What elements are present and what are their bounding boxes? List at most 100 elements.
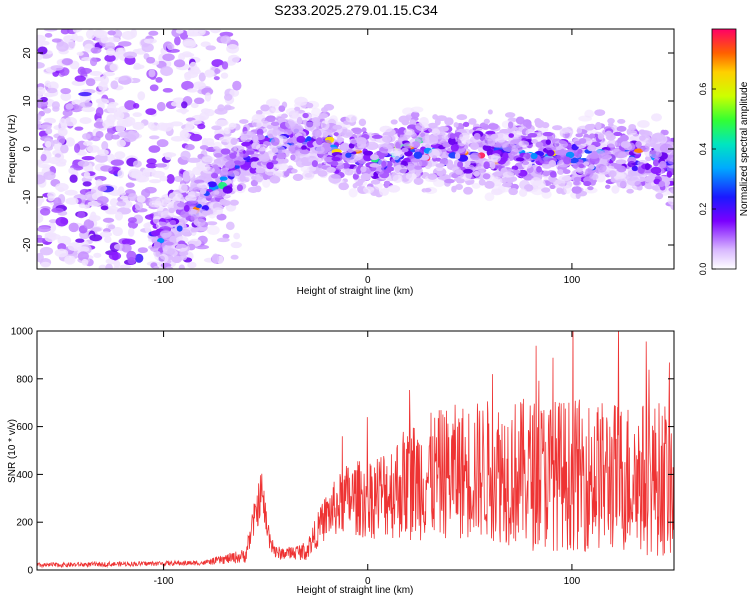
spectrogram-noise-cell	[127, 193, 138, 201]
spectrogram-ridge-cell	[386, 135, 396, 143]
spectrogram-noise-cell	[189, 133, 203, 142]
spectrogram-ridge-cell	[249, 166, 257, 174]
spectrogram-ridge-cell	[184, 200, 199, 207]
spectrogram-noise-cell	[201, 87, 214, 96]
spectrogram-ridge-cell	[304, 121, 315, 131]
spectrogram-ridge-cell	[428, 134, 439, 142]
spectrogram-ridge-cell	[222, 185, 233, 194]
spectrogram-ridge-cell	[305, 102, 314, 109]
spectrogram-ridge-cell	[164, 241, 174, 246]
spectrogram-noise-cell	[106, 36, 120, 43]
spectrogram-noise-cell	[51, 38, 62, 43]
spectrogram-noise-cell	[127, 256, 136, 265]
bottom-x-axis-label: Height of straight line (km)	[297, 585, 414, 596]
spectrogram-noise-cell	[211, 125, 222, 131]
spectrogram-noise-cell	[37, 198, 43, 207]
spectrogram-ridge-cell	[483, 161, 490, 170]
spectrogram-ridge-cell	[239, 119, 249, 124]
spectrogram-ridge-cell	[294, 96, 308, 106]
spectrogram-noise-cell	[95, 179, 103, 187]
spectrogram-ridge-cell	[290, 154, 296, 161]
spectrogram-ridge-cell	[315, 137, 323, 146]
spectrogram-ridge-cell	[256, 143, 268, 152]
spectrogram-ridge-cell	[628, 123, 637, 131]
spectrogram-ridge-cell	[495, 132, 507, 143]
spectrogram-ridge-cell	[490, 153, 501, 163]
spectrogram-ridge-cell	[499, 129, 511, 134]
spectrogram-ridge-cell	[375, 165, 385, 175]
spectrogram-noise-cell	[97, 185, 108, 192]
spectrogram-noise-cell	[43, 107, 52, 114]
spectrogram-noise-cell	[223, 93, 233, 101]
spectrogram-ridge-cell	[383, 169, 392, 174]
spectrogram-ridge-cell	[428, 148, 440, 159]
spectrogram-noise-cell	[60, 144, 69, 154]
colorbar-label: Normalized spectral amplitude	[739, 81, 750, 216]
spectrogram-noise-cell	[230, 254, 239, 260]
spectrogram-noise-cell	[82, 141, 93, 146]
spectrogram-noise-cell	[118, 75, 132, 85]
spectrogram-noise-cell	[141, 42, 154, 53]
spectrogram-ridge-cell	[332, 124, 343, 130]
bottom-x-tick-label: -100	[154, 576, 174, 587]
spectrogram-ridge-cell	[674, 204, 681, 209]
spectrogram-ridge-cell	[424, 188, 432, 193]
spectrogram-ridge-cell	[176, 225, 183, 232]
spectrogram-ridge-cell	[457, 161, 464, 168]
spectrogram-ridge-cell	[542, 171, 551, 177]
spectrogram-ridge-cell	[213, 152, 223, 158]
spectrogram-noise-cell	[225, 221, 235, 231]
spectrogram-noise-cell	[121, 238, 136, 246]
spectrogram-noise-cell	[148, 30, 159, 36]
spectrogram-ridge-cell	[361, 127, 367, 133]
figure-title: S233.2025.279.01.15.C34	[274, 2, 438, 18]
spectrogram-ridge-cell	[370, 154, 379, 161]
spectrogram-noise-cell	[181, 101, 188, 109]
spectrogram-ridge-cell	[427, 173, 438, 180]
spectrogram-ridge-cell	[291, 168, 298, 174]
spectrogram-ridge-cell	[311, 117, 321, 123]
spectrogram-noise-cell	[132, 112, 143, 118]
spectrogram-ridge-cell	[527, 133, 538, 138]
spectrogram-noise-cell	[98, 264, 107, 269]
spectrogram-ridge-cell	[352, 173, 359, 180]
spectrogram-noise-cell	[170, 121, 184, 127]
spectrogram-noise-cell	[121, 243, 132, 253]
spectrogram-ridge-cell	[330, 161, 339, 167]
spectrogram-ridge-cell	[393, 164, 408, 175]
spectrogram-noise-cell	[81, 258, 89, 266]
spectrogram-noise-cell	[149, 135, 160, 140]
spectrogram-ridge-cell	[554, 140, 569, 149]
spectrogram-ridge-cell	[216, 213, 227, 221]
colorbar-tick-label: 0.0	[698, 263, 708, 276]
spectrogram-ridge-cell	[549, 171, 557, 178]
spectrogram-ridge-cell	[578, 115, 592, 122]
spectrogram-noise-cell	[204, 69, 215, 78]
spectrogram-ridge-cell	[196, 182, 209, 189]
spectrogram-ridge-cell	[169, 220, 177, 226]
spectrogram-ridge-cell	[219, 198, 227, 205]
spectrogram-noise-cell	[37, 214, 44, 224]
spectrogram-ridge-cell	[338, 182, 349, 191]
spectrogram-ridge-cell	[578, 138, 587, 144]
spectrogram-ridge-cell	[644, 176, 656, 183]
spectrogram-noise-cell	[105, 263, 113, 269]
spectrogram-noise-cell	[72, 104, 80, 110]
spectrogram-noise-cell	[189, 61, 197, 71]
spectrogram-noise-cell	[117, 169, 124, 179]
spectrogram-noise-cell	[86, 145, 100, 153]
spectrogram-ridge-cell	[233, 160, 241, 165]
spectrogram-ridge-cell	[365, 141, 379, 151]
spectrogram-noise-cell	[104, 54, 116, 62]
spectrogram-ridge-cell	[519, 179, 530, 190]
spectrogram-noise-cell	[154, 163, 168, 168]
spectrogram-ridge-cell	[348, 142, 355, 149]
spectrogram-noise-cell	[83, 171, 91, 179]
spectrogram-noise-cell	[223, 127, 231, 135]
spectrogram-ridge-cell	[217, 157, 228, 166]
spectrogram-ridge-cell	[490, 161, 496, 170]
spectrogram-ridge-cell	[403, 142, 414, 149]
spectrogram-noise-cell	[232, 80, 242, 91]
spectrogram-ridge-cell	[463, 186, 473, 195]
